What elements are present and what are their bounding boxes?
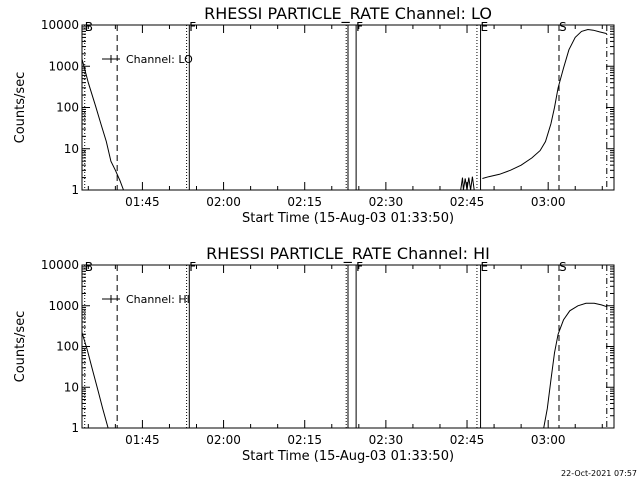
chart-title: RHESSI PARTICLE_RATE Channel: LO [204,4,492,24]
y-tick-label: 100 [56,101,79,115]
y-tick-label: 10000 [41,258,79,272]
y-tick-label: 100 [56,340,79,354]
x-tick-label: 03:00 [531,195,566,209]
footer-timestamp: 22-Oct-2021 07:57 [561,469,637,478]
x-tick-label: 02:30 [369,433,404,447]
legend-label: Channel: LO [126,53,193,66]
x-tick-label: 03:00 [531,433,566,447]
series-line [81,58,124,191]
y-tick-label: 10000 [41,18,79,32]
y-tick-label: 1 [71,183,79,197]
x-tick-label: 02:00 [206,433,241,447]
annotation-marker: F [189,260,196,274]
series-line [81,332,109,429]
x-axis-label: Start Time (15-Aug-03 01:33:50) [242,211,454,226]
x-tick-label: 02:00 [206,195,241,209]
panel-lo: RHESSI PARTICLE_RATE Channel: LO Counts/s… [13,4,615,226]
x-tick-label: 02:15 [287,433,322,447]
x-tick-label: 01:45 [125,433,160,447]
x-tick-label: 02:15 [287,195,322,209]
x-tick-label: 02:45 [450,195,485,209]
annotation-marker: S [559,20,567,34]
annotation-marker: E [481,260,489,274]
annotation-marker: E [481,20,489,34]
x-tick-label: 02:30 [369,195,404,209]
y-tick-label: 1 [71,421,79,435]
y-tick-label: 1000 [48,299,79,313]
annotation-marker: B [85,260,93,274]
y-tick-label: 10 [64,142,79,156]
y-axis-label: Counts/sec [13,72,28,144]
series-line [460,176,475,191]
annotation-marker: F [189,20,196,34]
y-tick-label: 1000 [48,59,79,73]
annotation-marker: S [559,260,567,274]
chart-title: RHESSI PARTICLE_RATE Channel: HI [206,244,490,264]
y-axis-label: Counts/sec [13,311,28,383]
annotation-marker: F [356,260,363,274]
x-tick-label: 02:45 [450,433,485,447]
annotation-marker: F [356,20,363,34]
legend-label: Channel: HI [126,293,190,306]
x-axis-label: Start Time (15-Aug-03 01:33:50) [242,449,454,464]
series-line [543,302,607,429]
y-tick-label: 10 [64,380,79,394]
x-tick-label: 01:45 [125,195,160,209]
panel-hi: RHESSI PARTICLE_RATE Channel: HI Counts/s… [13,244,615,464]
annotation-marker: B [85,20,93,34]
series-line [482,28,607,179]
